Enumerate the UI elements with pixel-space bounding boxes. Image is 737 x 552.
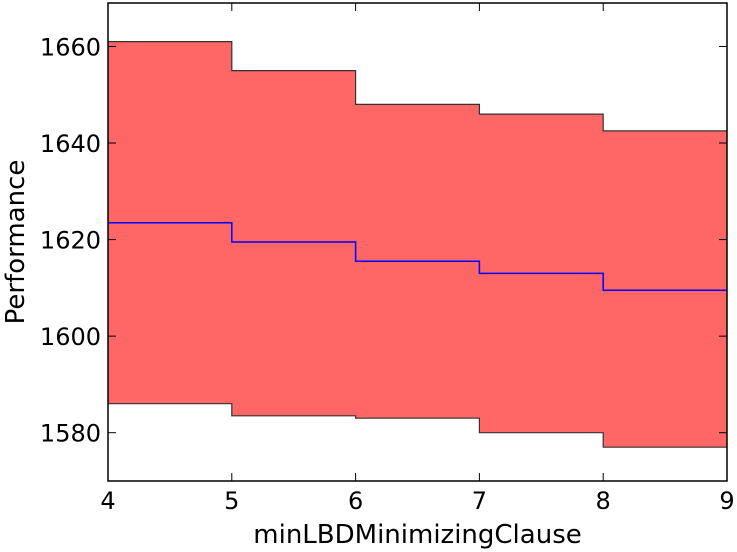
y-tick-label: 1620 (40, 227, 101, 255)
plot-area (108, 40, 727, 448)
confidence-band (108, 41, 727, 448)
y-tick-label: 1600 (40, 323, 101, 351)
upper-bound-line (108, 40, 727, 132)
x-tick-label: 5 (224, 487, 239, 515)
x-tick-label: 6 (348, 487, 363, 515)
y-tick-label: 1660 (40, 33, 101, 61)
y-tick-label: 1580 (40, 420, 101, 448)
lower-bound-line (108, 403, 727, 448)
y-tick-label: 1640 (40, 130, 101, 158)
axis-ticks: 4 5 6 7 8 9 1580 1600 1620 1640 1660 (40, 3, 735, 515)
plot-frame (107, 2, 728, 482)
x-tick-label: 4 (100, 487, 115, 515)
y-axis-label: Performance (1, 160, 31, 325)
x-axis-label: minLBDMinimizingClause (253, 520, 581, 550)
mean-line (108, 221, 727, 292)
x-tick-label: 7 (472, 487, 487, 515)
x-tick-label: 9 (719, 487, 734, 515)
x-tick-label: 8 (596, 487, 611, 515)
